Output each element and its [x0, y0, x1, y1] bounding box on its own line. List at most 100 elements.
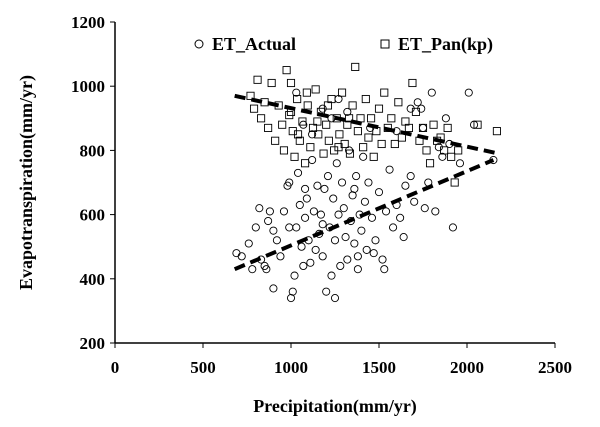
x-tick-label: 2500: [538, 358, 572, 377]
point-et-pan: [274, 101, 283, 110]
point-et-actual: [374, 188, 384, 197]
point-et-pan: [324, 136, 333, 145]
x-tick-label: 500: [190, 358, 216, 377]
point-et-actual: [353, 252, 362, 261]
point-et-actual: [431, 207, 440, 216]
point-et-pan: [246, 91, 255, 100]
point-et-actual: [318, 220, 327, 229]
point-et-actual: [337, 178, 347, 187]
point-et-actual: [360, 197, 369, 206]
point-et-pan: [303, 101, 312, 110]
point-et-pan: [450, 178, 459, 187]
point-et-pan: [306, 143, 315, 152]
point-et-pan: [260, 98, 269, 107]
point-et-pan: [308, 123, 318, 132]
point-et-pan: [295, 136, 304, 145]
point-et-pan: [345, 114, 354, 123]
point-et-actual: [413, 98, 422, 107]
point-et-actual: [385, 165, 394, 174]
point-et-pan: [334, 143, 343, 152]
legend-label-et-pan: ET_Pan(kp): [398, 34, 493, 55]
x-tick-label: 0: [111, 358, 120, 377]
x-tick-label: 1500: [362, 358, 396, 377]
trendline-et-actual: [233, 158, 495, 272]
point-et-actual: [322, 287, 331, 296]
point-et-actual: [392, 200, 401, 210]
point-et-actual: [464, 88, 473, 97]
point-et-actual: [316, 210, 325, 219]
point-et-pan: [264, 123, 273, 132]
point-et-actual: [272, 236, 281, 245]
point-et-actual: [438, 152, 447, 161]
point-et-pan: [313, 117, 322, 126]
point-et-pan: [404, 123, 413, 132]
legend-marker-et-actual: [194, 39, 204, 49]
point-et-actual: [279, 207, 289, 216]
point-et-actual: [346, 216, 355, 226]
point-et-pan: [374, 104, 384, 113]
point-et-pan: [353, 127, 362, 136]
point-et-actual: [343, 107, 352, 116]
point-et-pan: [390, 139, 399, 149]
point-et-actual: [320, 184, 329, 193]
legend-marker-et-pan: [380, 39, 390, 49]
point-et-actual: [308, 155, 317, 165]
point-et-actual: [336, 261, 345, 271]
point-et-actual: [299, 261, 308, 271]
point-et-actual: [352, 172, 361, 181]
plot-area: [114, 22, 555, 344]
point-et-actual: [313, 181, 322, 190]
point-et-pan: [408, 78, 417, 88]
point-et-pan: [322, 120, 331, 129]
point-et-actual: [308, 130, 317, 139]
point-et-pan: [286, 78, 296, 88]
x-axis-title: Precipitation(mm/yr): [253, 396, 417, 417]
point-et-pan: [290, 152, 299, 161]
point-et-actual: [255, 204, 264, 213]
point-et-actual: [269, 284, 278, 293]
point-et-pan: [314, 130, 323, 139]
point-et-actual: [350, 239, 359, 248]
point-et-pan: [411, 107, 421, 116]
point-et-pan: [364, 133, 373, 142]
point-et-pan: [436, 133, 445, 142]
point-et-actual: [396, 213, 405, 222]
point-et-actual: [418, 123, 428, 132]
point-et-actual: [244, 239, 253, 248]
point-et-pan: [429, 120, 438, 129]
point-et-actual: [455, 159, 465, 168]
point-et-actual: [269, 226, 278, 235]
point-et-pan: [422, 146, 431, 155]
point-et-actual: [309, 207, 318, 216]
point-et-actual: [369, 249, 378, 258]
point-et-pan: [380, 88, 389, 97]
point-et-actual: [302, 194, 311, 203]
point-et-pan: [253, 75, 262, 84]
y-tick-label: 800: [80, 141, 106, 160]
point-et-actual: [327, 271, 336, 280]
point-et-actual: [445, 139, 454, 149]
y-axis-title: Evapotranspiration(mm/yr): [16, 75, 37, 290]
point-et-actual: [292, 223, 301, 232]
point-et-pan: [282, 66, 291, 75]
point-et-actual: [362, 245, 371, 254]
point-et-actual: [489, 155, 498, 165]
point-et-pan: [271, 136, 280, 145]
point-et-pan: [473, 120, 482, 129]
point-et-actual: [330, 236, 340, 245]
point-et-actual: [380, 265, 389, 274]
point-et-actual: [420, 204, 429, 213]
point-et-pan: [440, 146, 449, 155]
x-tick-label: 1000: [274, 358, 308, 377]
point-et-actual: [292, 88, 301, 97]
point-et-actual: [276, 252, 285, 261]
point-et-actual: [334, 210, 343, 219]
point-et-actual: [293, 168, 303, 177]
point-et-pan: [367, 114, 376, 123]
point-et-pan: [267, 78, 276, 88]
point-et-actual: [311, 245, 320, 254]
y-tick-label: 1200: [71, 13, 105, 32]
y-tick-label: 400: [80, 270, 106, 289]
point-et-actual: [357, 226, 366, 235]
legend-label-et-actual: ET_Actual: [212, 34, 296, 54]
